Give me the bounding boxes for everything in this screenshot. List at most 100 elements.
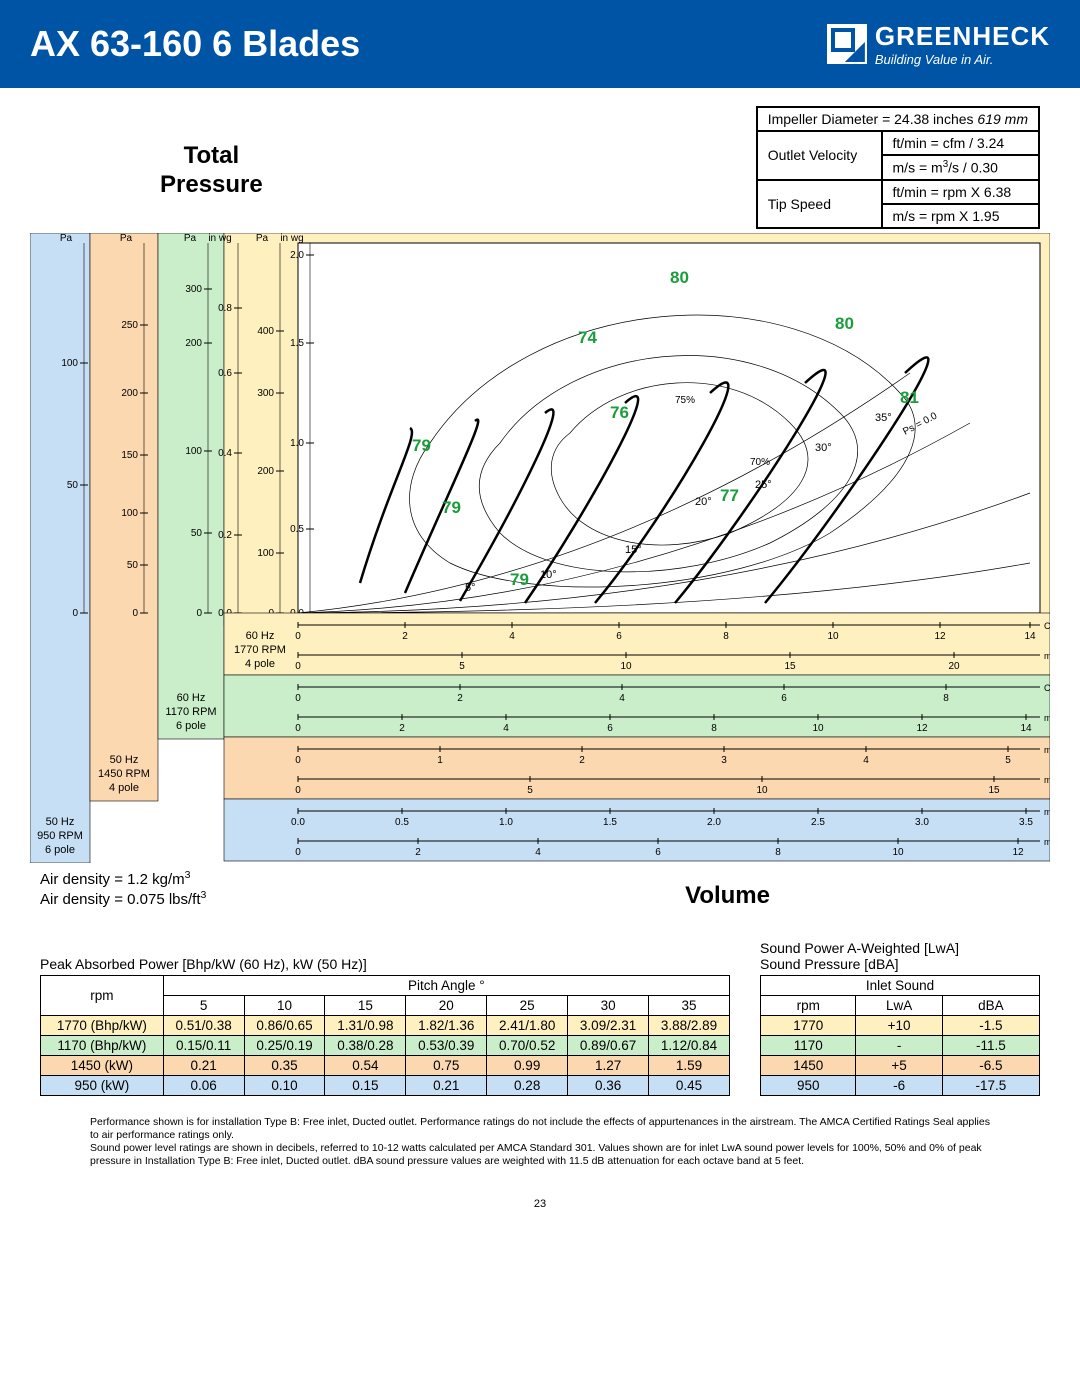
- svg-text:15: 15: [988, 785, 1000, 796]
- svg-text:0.6: 0.6: [218, 368, 232, 379]
- svg-text:10: 10: [812, 723, 824, 734]
- svg-text:4: 4: [619, 693, 625, 704]
- svg-text:CFM x 1000: CFM x 1000: [1044, 683, 1050, 693]
- svg-text:0: 0: [196, 608, 202, 619]
- svg-text:2.0: 2.0: [707, 817, 721, 828]
- svg-text:Pa: Pa: [184, 233, 197, 244]
- svg-text:0.5: 0.5: [395, 817, 409, 828]
- density-row: Air density = 1.2 kg/m3 Air density = 0.…: [30, 869, 1050, 910]
- svg-text:0: 0: [72, 608, 78, 619]
- top-row: TotalPressure Impeller Diameter = 24.38 …: [30, 106, 1050, 229]
- svg-text:0: 0: [295, 847, 301, 858]
- spec-ts-r1: ft/min = rpm X 6.38: [882, 180, 1039, 204]
- svg-text:3: 3: [721, 755, 727, 766]
- svg-text:Pa: Pa: [256, 233, 269, 244]
- svg-text:15: 15: [784, 661, 796, 672]
- svg-text:Pa: Pa: [120, 233, 133, 244]
- svg-text:0.4: 0.4: [218, 448, 232, 459]
- svg-text:in wg: in wg: [208, 233, 231, 244]
- svg-text:400: 400: [257, 326, 274, 337]
- svg-text:76: 76: [610, 403, 629, 422]
- content-area: TotalPressure Impeller Diameter = 24.38 …: [0, 88, 1080, 1240]
- svg-text:1170 RPM: 1170 RPM: [165, 706, 216, 718]
- svg-text:50 Hz: 50 Hz: [110, 754, 139, 766]
- footnote: Performance shown is for installation Ty…: [90, 1116, 990, 1169]
- brand-logo: GREENHECK Building Value in Air.: [827, 21, 1050, 67]
- svg-text:1.5: 1.5: [603, 817, 617, 828]
- svg-text:79: 79: [442, 498, 461, 517]
- svg-text:0: 0: [295, 755, 301, 766]
- svg-text:100: 100: [185, 446, 202, 457]
- svg-text:5: 5: [459, 661, 465, 672]
- svg-text:10: 10: [892, 847, 904, 858]
- svg-text:60 Hz: 60 Hz: [246, 630, 275, 642]
- svg-text:0.2: 0.2: [218, 530, 232, 541]
- svg-text:0.5: 0.5: [290, 524, 304, 535]
- sound-table: Inlet SoundrpmLwAdBA1770+10-1.51170--11.…: [760, 975, 1040, 1096]
- svg-text:4 pole: 4 pole: [245, 658, 275, 670]
- total-pressure-label: TotalPressure: [160, 142, 263, 200]
- svg-text:4: 4: [535, 847, 541, 858]
- svg-text:m³/ hr x 1000: m³/ hr x 1000: [1044, 713, 1050, 723]
- svg-text:0.0: 0.0: [291, 817, 305, 828]
- svg-text:14: 14: [1024, 631, 1036, 642]
- svg-text:14: 14: [1020, 723, 1032, 734]
- logo-brand: GREENHECK: [875, 21, 1050, 52]
- power-table: rpmPitch Angle °51015202530351770 (Bhp/k…: [40, 975, 730, 1096]
- svg-text:CFM x 1000: CFM x 1000: [1044, 621, 1050, 631]
- svg-text:77: 77: [720, 486, 739, 505]
- svg-text:6: 6: [781, 693, 787, 704]
- header-bar: AX 63-160 6 Blades GREENHECK Building Va…: [0, 0, 1080, 88]
- power-table-block: Peak Absorbed Power [Bhp/kW (60 Hz), kW …: [40, 956, 730, 1096]
- svg-text:m³/ hr x 1000: m³/ hr x 1000: [1044, 651, 1050, 661]
- svg-text:150: 150: [121, 450, 138, 461]
- svg-text:10: 10: [756, 785, 768, 796]
- svg-text:2: 2: [457, 693, 463, 704]
- spec-ov-label: Outlet Velocity: [757, 131, 882, 180]
- svg-text:50: 50: [191, 528, 203, 539]
- svg-text:8: 8: [943, 693, 949, 704]
- tables-row: Peak Absorbed Power [Bhp/kW (60 Hz), kW …: [30, 940, 1050, 1096]
- svg-text:2.5: 2.5: [811, 817, 825, 828]
- sound-table-block: Sound Power A-Weighted [LwA]Sound Pressu…: [760, 940, 1040, 1096]
- svg-text:2: 2: [399, 723, 405, 734]
- svg-text:2.0: 2.0: [290, 250, 304, 261]
- svg-text:74: 74: [578, 328, 597, 347]
- svg-text:200: 200: [185, 338, 202, 349]
- svg-text:300: 300: [185, 284, 202, 295]
- svg-text:30°: 30°: [815, 442, 832, 454]
- svg-text:0: 0: [295, 723, 301, 734]
- svg-text:60 Hz: 60 Hz: [177, 692, 206, 704]
- svg-text:m³/ s: m³/ s: [1044, 745, 1050, 755]
- svg-text:5: 5: [1005, 755, 1011, 766]
- volume-label: Volume: [685, 882, 770, 910]
- spec-table: Impeller Diameter = 24.38 inches 619 mm …: [756, 106, 1040, 229]
- svg-text:5: 5: [527, 785, 533, 796]
- svg-text:0: 0: [132, 608, 138, 619]
- svg-text:79: 79: [412, 436, 431, 455]
- svg-text:250: 250: [121, 320, 138, 331]
- svg-text:100: 100: [257, 548, 274, 559]
- air-density: Air density = 1.2 kg/m3 Air density = 0.…: [40, 869, 206, 910]
- sound-title: Sound Power A-Weighted [LwA]Sound Pressu…: [760, 940, 1040, 972]
- svg-text:0: 0: [295, 631, 301, 642]
- logo-text: GREENHECK Building Value in Air.: [875, 21, 1050, 67]
- svg-text:1: 1: [437, 755, 443, 766]
- svg-text:4: 4: [509, 631, 515, 642]
- svg-text:6 pole: 6 pole: [45, 844, 75, 856]
- svg-text:3.5: 3.5: [1019, 817, 1033, 828]
- svg-text:50: 50: [67, 480, 79, 491]
- spec-impeller: Impeller Diameter = 24.38 inches 619 mm: [757, 107, 1039, 131]
- svg-text:75%: 75%: [675, 395, 695, 406]
- svg-text:1.5: 1.5: [290, 338, 304, 349]
- svg-text:1.0: 1.0: [290, 438, 304, 449]
- svg-text:6: 6: [655, 847, 661, 858]
- svg-text:50 Hz: 50 Hz: [46, 816, 75, 828]
- spec-ts-r2: m/s = rpm X 1.95: [882, 204, 1039, 228]
- svg-text:2: 2: [579, 755, 585, 766]
- svg-text:20: 20: [948, 661, 960, 672]
- svg-text:8: 8: [723, 631, 729, 642]
- svg-text:80: 80: [670, 268, 689, 287]
- svg-text:0: 0: [295, 785, 301, 796]
- svg-text:12: 12: [916, 723, 928, 734]
